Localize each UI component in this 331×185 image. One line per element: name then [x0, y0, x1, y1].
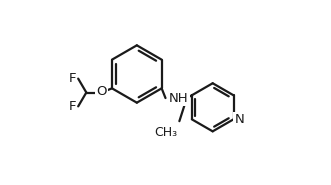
Text: NH: NH [169, 92, 189, 105]
Text: CH₃: CH₃ [154, 126, 177, 139]
Text: N: N [234, 113, 244, 126]
Text: O: O [96, 85, 107, 98]
Text: F: F [69, 100, 77, 113]
Text: F: F [69, 72, 77, 85]
